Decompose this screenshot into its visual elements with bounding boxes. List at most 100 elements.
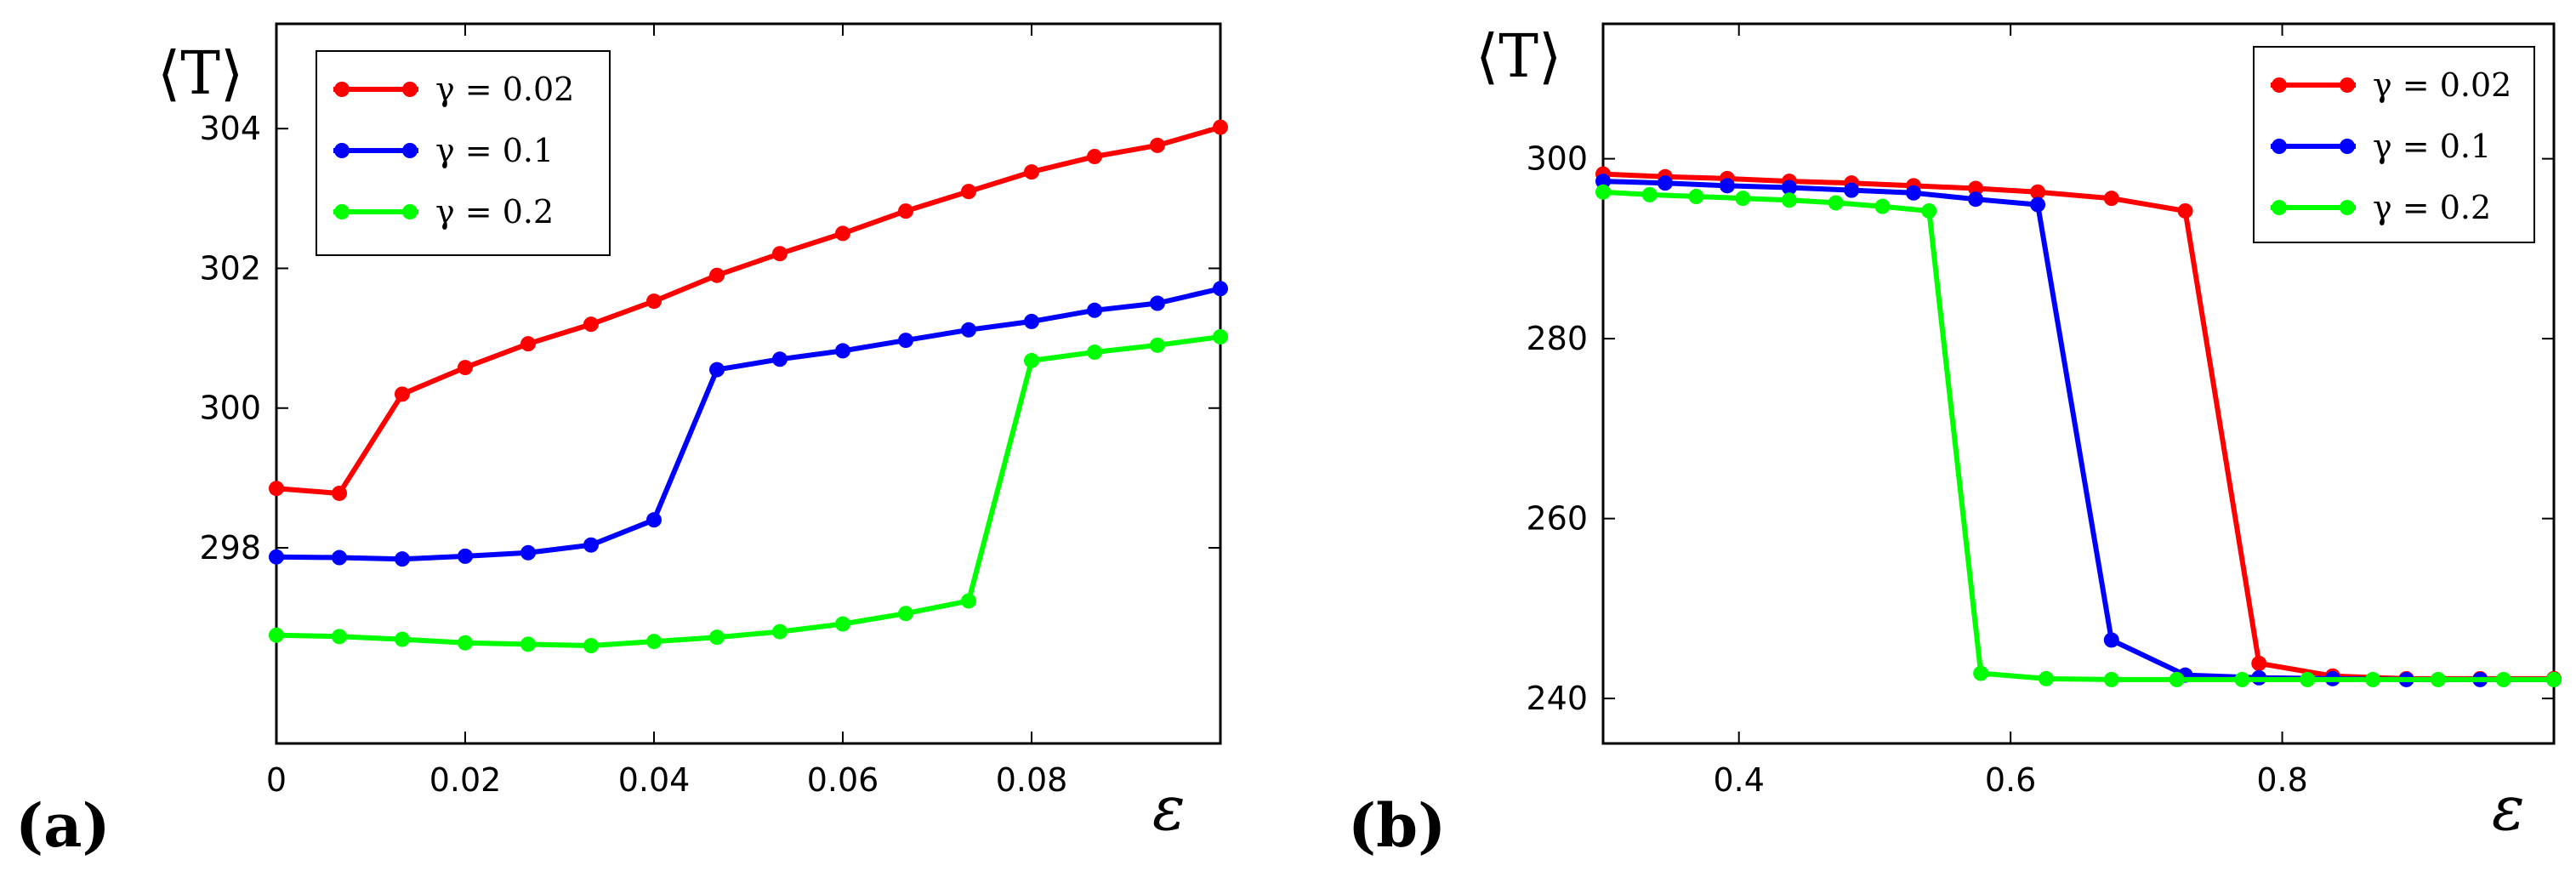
legend-swatch-marker-right-a-0 (402, 82, 418, 97)
data-point-a-1-15 (1213, 281, 1228, 297)
legend-label-a-1: γ = 0.1 (435, 132, 554, 169)
legend-a: γ = 0.02 γ = 0.1 γ = 0.2 (316, 50, 611, 256)
y-tick-label-b-0: 240 (1526, 680, 1588, 717)
legend-label-a-0: γ = 0.02 (435, 71, 574, 108)
data-point-a-1-10 (898, 333, 914, 349)
data-point-b-1-0 (1595, 174, 1611, 190)
data-point-a-0-3 (458, 360, 473, 376)
series-layer-b (1595, 166, 2562, 687)
data-point-b-2-10 (2103, 671, 2119, 687)
data-point-a-1-5 (583, 537, 599, 553)
legend-swatch-marker-right-a-1 (402, 143, 418, 158)
x-tick-label-b-2: 0.8 (2256, 761, 2307, 799)
x-tick-label-a-2: 0.04 (618, 761, 691, 799)
data-point-a-2-9 (835, 616, 850, 632)
y-axis-label-b: ⟨T⟩ (1476, 21, 1561, 91)
data-point-a-2-0 (269, 627, 284, 643)
data-point-a-2-14 (1149, 337, 1165, 353)
data-point-a-1-2 (394, 551, 410, 567)
data-point-b-1-1 (1657, 175, 1673, 191)
data-point-a-0-13 (1087, 149, 1103, 165)
panel-label-a: (a) (15, 790, 111, 861)
data-point-a-0-7 (709, 267, 725, 283)
data-point-a-2-10 (898, 606, 914, 622)
data-point-b-0-6 (1968, 180, 1984, 196)
legend-swatch-marker-left-b-2 (2272, 200, 2287, 215)
legend-swatch-marker-left-a-0 (334, 82, 350, 97)
series-line-a-2 (276, 334, 1221, 648)
x-tick-label-b-0: 0.4 (1713, 761, 1764, 799)
data-point-a-1-0 (269, 549, 284, 565)
legend-label-b-0: γ = 0.02 (2373, 66, 2511, 104)
x-tick-label-a-3: 0.06 (807, 761, 879, 799)
data-point-b-2-15 (2430, 671, 2446, 687)
data-point-b-1-7 (2030, 196, 2046, 213)
x-axis-label-a: ε (1152, 772, 1186, 844)
y-tick-label-b-2: 280 (1526, 320, 1588, 357)
y-tick-label-a-2: 302 (199, 249, 261, 287)
ticks-a: 0 0.02 0.04 0.06 0.08 298 300 302 304 (199, 24, 1220, 799)
data-point-a-0-0 (269, 481, 284, 497)
series-layer-a (269, 119, 1228, 654)
data-point-a-2-8 (771, 624, 788, 640)
data-point-a-0-8 (771, 246, 788, 262)
legend-label-b-2: γ = 0.2 (2373, 189, 2491, 226)
legend-label-b-1: γ = 0.1 (2373, 128, 2491, 165)
data-point-a-0-6 (646, 293, 662, 310)
data-point-a-2-7 (709, 629, 725, 646)
data-point-a-0-12 (1024, 164, 1039, 180)
data-point-b-2-9 (2038, 670, 2054, 686)
legend-swatch-marker-right-b-2 (2340, 200, 2355, 215)
legend-swatch-marker-right-b-0 (2340, 77, 2355, 93)
data-point-a-2-3 (458, 635, 473, 651)
data-point-a-2-5 (583, 638, 599, 654)
data-point-a-0-9 (835, 225, 850, 242)
y-tick-label-a-0: 298 (199, 529, 261, 567)
data-point-a-0-15 (1213, 119, 1228, 135)
data-point-b-2-8 (1973, 665, 1989, 681)
data-point-b-0-10 (2251, 655, 2267, 671)
data-point-a-0-5 (583, 316, 599, 333)
data-point-b-2-4 (1781, 192, 1797, 208)
data-point-b-2-11 (2169, 671, 2185, 687)
series-line-b-2 (1602, 189, 2554, 682)
series-line-a-0 (276, 124, 1221, 496)
data-point-a-1-8 (771, 351, 788, 367)
data-point-a-1-14 (1149, 295, 1165, 311)
data-point-b-2-1 (1641, 186, 1658, 202)
data-point-b-0-8 (2103, 191, 2119, 207)
data-point-b-2-14 (2365, 671, 2381, 687)
legend-swatch-marker-left-b-1 (2272, 139, 2287, 154)
data-point-b-2-16 (2495, 671, 2511, 687)
data-point-a-1-12 (1024, 313, 1039, 329)
legend-b: γ = 0.02 γ = 0.1 γ = 0.2 (2253, 46, 2535, 243)
ticks-b: 0.4 0.6 0.8 240 260 280 300 (1526, 24, 2554, 799)
data-point-b-1-6 (1968, 191, 1984, 208)
data-point-a-2-13 (1087, 345, 1103, 361)
data-point-a-1-11 (960, 322, 976, 338)
data-point-a-1-1 (332, 550, 348, 566)
data-point-a-0-2 (394, 386, 410, 402)
x-axis-label-b: ε (2492, 772, 2525, 844)
data-point-b-2-12 (2234, 671, 2250, 687)
data-point-a-1-13 (1087, 302, 1103, 318)
data-point-b-2-13 (2300, 671, 2316, 687)
data-point-b-1-5 (1906, 185, 1922, 201)
legend-swatch-marker-right-b-1 (2340, 139, 2355, 154)
data-point-b-1-8 (2103, 632, 2119, 648)
data-point-a-0-4 (520, 336, 537, 352)
data-point-b-1-2 (1719, 178, 1735, 194)
y-tick-label-a-3: 304 (199, 110, 261, 147)
data-point-b-2-5 (1828, 195, 1844, 211)
data-point-b-2-2 (1688, 189, 1704, 205)
data-point-b-0-7 (2030, 184, 2046, 200)
data-point-a-0-11 (960, 184, 976, 200)
legend-swatch-marker-right-a-2 (402, 204, 418, 219)
data-point-b-1-3 (1781, 179, 1797, 196)
x-tick-label-a-1: 0.02 (429, 761, 502, 799)
data-point-b-1-4 (1844, 182, 1860, 198)
data-point-a-0-14 (1149, 137, 1165, 153)
panel-b: 0.4 0.6 0.8 240 260 280 300 ⟨T⟩ ε (b) γ = 0.02… (1348, 21, 2562, 861)
data-point-a-2-15 (1213, 328, 1228, 345)
